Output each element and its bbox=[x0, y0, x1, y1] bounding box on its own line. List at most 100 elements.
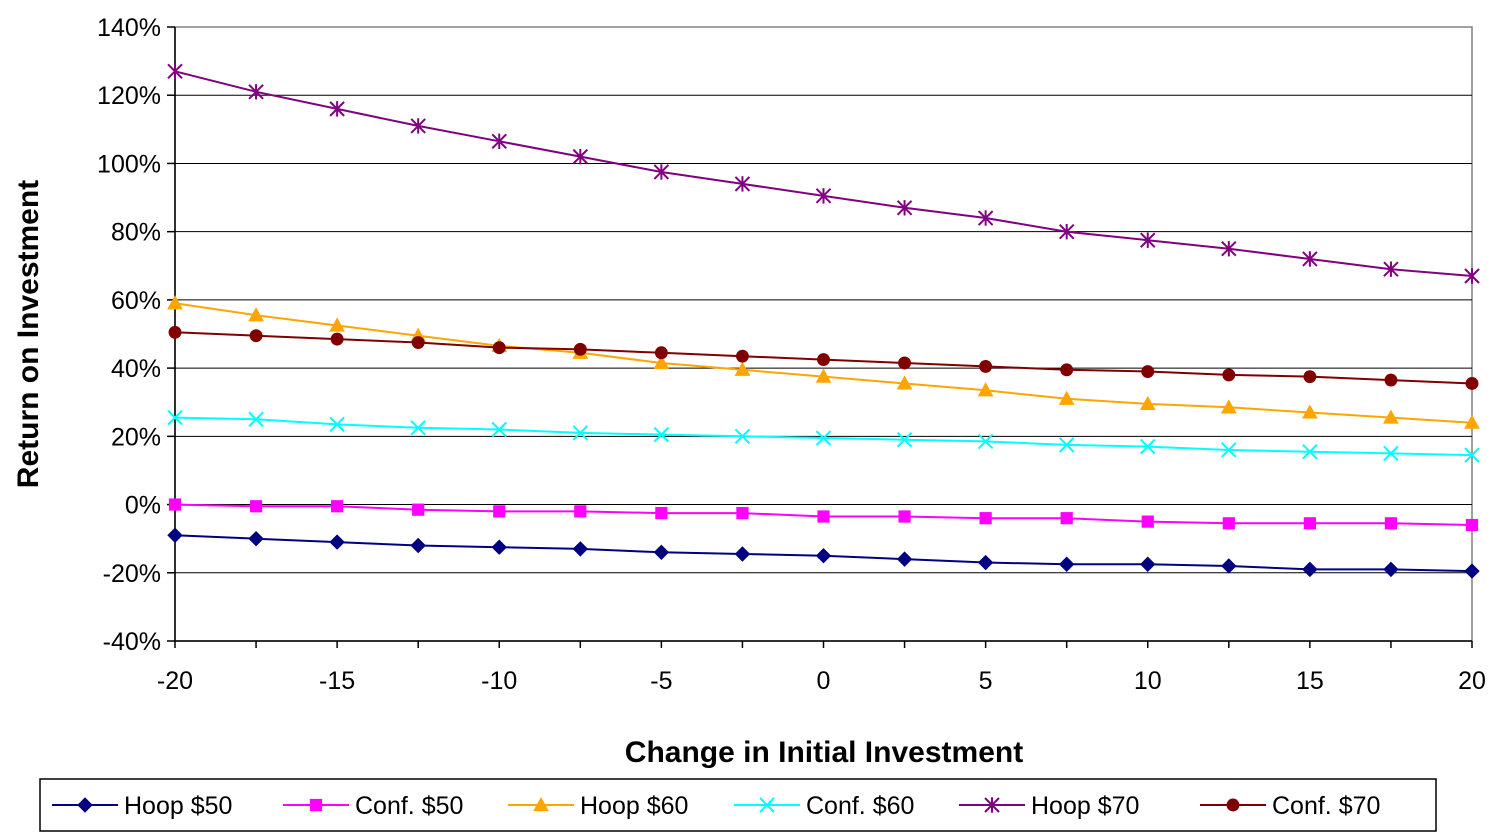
data-point bbox=[1464, 563, 1480, 579]
data-point bbox=[309, 798, 323, 812]
data-point bbox=[1464, 268, 1480, 284]
data-point bbox=[734, 428, 751, 445]
data-point bbox=[1383, 445, 1399, 462]
legend: Hoop $50 Conf. $50 Hoop $60 Conf. $60 Hoop $… bbox=[39, 778, 1437, 832]
data-point bbox=[1141, 515, 1154, 528]
data-point bbox=[1058, 437, 1075, 453]
data-point bbox=[1383, 261, 1399, 277]
data-point bbox=[1384, 373, 1398, 387]
y-tick-label: 120% bbox=[97, 82, 161, 110]
series bbox=[168, 325, 1479, 390]
series bbox=[167, 63, 1480, 284]
data-point bbox=[1303, 517, 1316, 530]
data-point bbox=[979, 512, 992, 525]
data-point bbox=[653, 164, 670, 180]
legend-item: Hoop $60 bbox=[508, 792, 688, 820]
data-point bbox=[410, 537, 426, 554]
data-point bbox=[248, 411, 264, 427]
series bbox=[168, 498, 1479, 532]
data-point bbox=[572, 425, 589, 441]
series bbox=[167, 409, 1480, 463]
x-tick-label: -15 bbox=[319, 667, 355, 695]
data-point bbox=[168, 325, 182, 339]
legend-label: Hoop $70 bbox=[1031, 792, 1139, 820]
data-point bbox=[329, 534, 345, 550]
data-point bbox=[329, 101, 345, 117]
data-point bbox=[977, 433, 994, 450]
data-point bbox=[491, 539, 507, 555]
y-tick-label: 60% bbox=[111, 287, 161, 315]
series-group bbox=[167, 63, 1480, 579]
data-point bbox=[1220, 399, 1237, 414]
y-tick-label: 140% bbox=[97, 14, 161, 42]
data-point bbox=[653, 426, 670, 443]
data-point bbox=[248, 84, 264, 100]
data-point bbox=[1058, 390, 1075, 405]
data-point bbox=[736, 506, 749, 520]
data-point bbox=[167, 527, 183, 543]
y-axis-title: Return on Investment bbox=[12, 180, 45, 488]
data-point bbox=[984, 797, 1000, 813]
legend-label: Conf. $50 bbox=[355, 792, 463, 820]
legend-item: Hoop $50 bbox=[52, 792, 232, 820]
y-tick-label: 80% bbox=[111, 219, 161, 247]
legend-label: Conf. $70 bbox=[1272, 792, 1380, 820]
data-point bbox=[491, 133, 507, 149]
data-point bbox=[1060, 512, 1073, 525]
data-point bbox=[654, 346, 668, 360]
data-point bbox=[329, 416, 345, 433]
data-point bbox=[1383, 409, 1399, 424]
legend-label: Hoop $60 bbox=[580, 792, 688, 820]
x-tick-label: -20 bbox=[157, 667, 193, 695]
data-point bbox=[1221, 558, 1237, 574]
data-point bbox=[759, 797, 775, 813]
data-point bbox=[533, 796, 549, 812]
x-tick-label: 20 bbox=[1458, 667, 1486, 695]
data-point bbox=[977, 382, 994, 397]
data-point bbox=[1058, 223, 1075, 240]
y-tick-label: 20% bbox=[111, 423, 161, 451]
data-point bbox=[734, 546, 751, 562]
data-point bbox=[979, 359, 993, 373]
x-tick-label: 0 bbox=[817, 667, 831, 695]
legend-item: Conf. $60 bbox=[734, 792, 914, 820]
data-point bbox=[248, 530, 264, 547]
y-tick-label: 0% bbox=[125, 492, 161, 520]
data-point bbox=[573, 342, 587, 356]
data-point bbox=[653, 544, 670, 561]
data-point bbox=[1060, 363, 1074, 377]
data-point bbox=[572, 541, 589, 557]
data-point bbox=[1302, 251, 1318, 267]
data-point bbox=[248, 307, 264, 322]
data-point bbox=[249, 329, 263, 343]
data-point bbox=[331, 500, 344, 513]
x-axis-title: Change in Initial Investment bbox=[625, 736, 1023, 769]
data-point bbox=[1222, 368, 1236, 382]
data-point bbox=[896, 432, 913, 448]
data-point bbox=[329, 317, 345, 332]
legend-items: Hoop $50 Conf. $50 Hoop $60 Conf. $60 Hoop $… bbox=[52, 792, 1380, 820]
data-point bbox=[1464, 447, 1480, 463]
data-point bbox=[896, 200, 913, 216]
data-point bbox=[1140, 556, 1156, 572]
data-point bbox=[1058, 556, 1075, 572]
data-point bbox=[1140, 438, 1156, 455]
gridlines bbox=[175, 94, 1472, 574]
data-point bbox=[492, 341, 506, 355]
y-tick-label: -20% bbox=[103, 560, 161, 588]
series bbox=[167, 527, 1480, 579]
data-point bbox=[330, 332, 344, 346]
data-point bbox=[815, 548, 832, 564]
data-point bbox=[734, 361, 751, 376]
data-point bbox=[574, 505, 587, 518]
y-tick-label: -40% bbox=[103, 628, 161, 656]
data-point bbox=[249, 500, 263, 513]
legend-label: Hoop $50 bbox=[124, 792, 232, 820]
x-tick-label: -10 bbox=[481, 667, 517, 695]
data-point bbox=[1465, 518, 1479, 532]
data-point bbox=[734, 176, 751, 192]
plot-area bbox=[174, 26, 1473, 642]
data-point bbox=[655, 506, 668, 520]
data-point bbox=[1465, 377, 1479, 390]
